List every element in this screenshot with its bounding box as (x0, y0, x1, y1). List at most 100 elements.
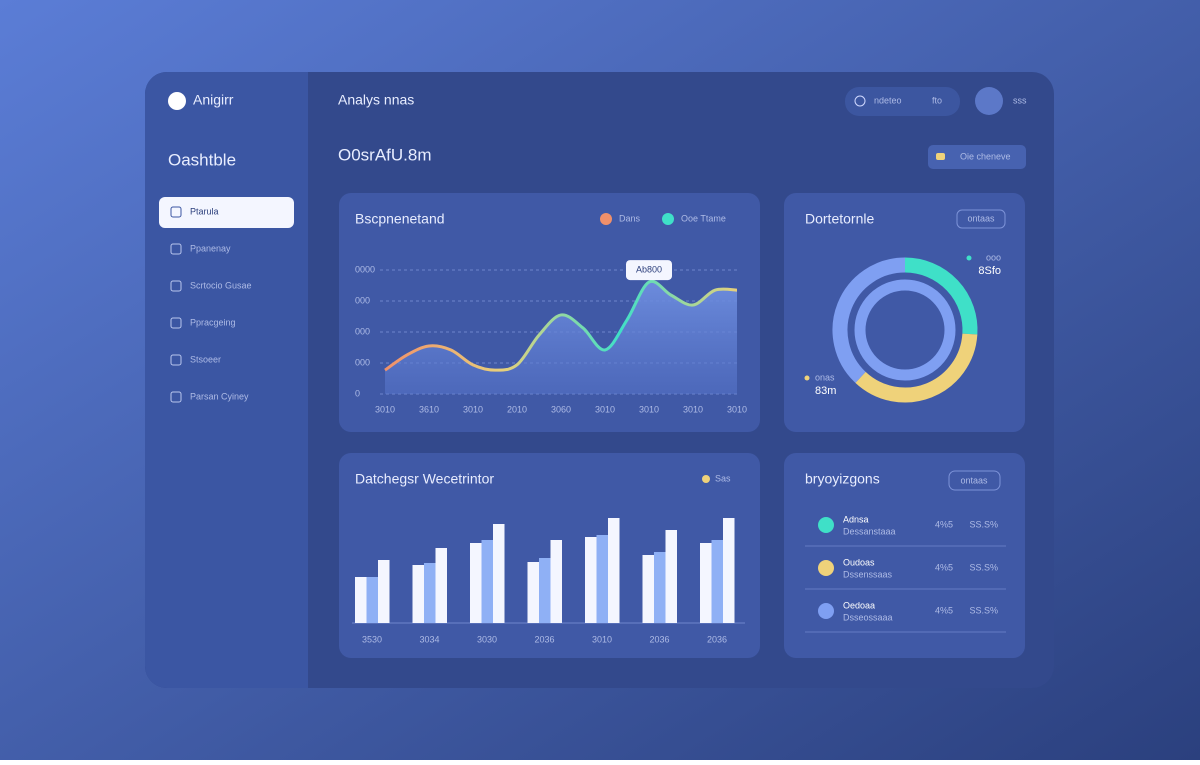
nav-item[interactable]: Ptarula (190, 206, 219, 216)
bar (412, 565, 424, 623)
row-sub: Dsseossaaa (843, 612, 893, 622)
bar (723, 518, 735, 623)
row-name: Oudoas (843, 557, 875, 567)
search-hint: fto (932, 95, 942, 105)
nav-icon (170, 206, 182, 218)
legend-label: Dans (619, 213, 641, 223)
callout (626, 260, 672, 281)
bar (527, 562, 539, 623)
search-text: ndeteo (874, 95, 902, 105)
x-tick-label: 3030 (477, 634, 497, 644)
y-tick-label: 0000 (355, 264, 375, 274)
card (784, 193, 1025, 432)
row-value: SS.S% (969, 519, 998, 529)
header-title: Analys nnas (338, 92, 414, 108)
bar (654, 552, 666, 623)
bar (378, 560, 390, 623)
bar (700, 543, 712, 623)
bar (608, 518, 620, 623)
x-tick-label: 2010 (507, 404, 527, 414)
bar (424, 563, 436, 623)
row-value: 4%5 (935, 519, 953, 529)
nav-icon (170, 243, 182, 255)
card-button[interactable] (956, 209, 1006, 229)
x-tick-label: 3010 (639, 404, 659, 414)
donut-segment (904, 257, 978, 335)
x-tick-label: 3610 (419, 404, 439, 414)
card-button[interactable] (948, 470, 1001, 491)
bar (355, 577, 367, 623)
brand: Anigirr (193, 92, 234, 108)
bar (470, 543, 482, 623)
x-tick-label: 3010 (592, 634, 612, 644)
row-sub: Dssenssaas (843, 569, 893, 579)
avatar[interactable] (975, 87, 1003, 115)
card-title: Dortetornle (805, 211, 874, 227)
page-title: O0srAfU.8m (338, 145, 432, 164)
x-tick-label: 3530 (362, 634, 382, 644)
card-title: bryoyizgons (805, 471, 880, 487)
x-tick-label: 3010 (463, 404, 483, 414)
card-button-text: ontaas (967, 213, 995, 223)
y-tick-label: 000 (355, 357, 370, 367)
bar (539, 558, 551, 623)
donut-segment (855, 333, 978, 403)
nav-icon (170, 317, 182, 329)
user-text: sss (1013, 95, 1027, 105)
nav-icon (170, 354, 182, 366)
legend-label: Ooe Ttame (681, 213, 726, 223)
bar (711, 540, 723, 623)
nav-item[interactable]: Ppracgeing (190, 317, 236, 327)
nav-icon (170, 391, 182, 403)
bar (493, 524, 505, 623)
nav-item[interactable]: Ppanenay (190, 243, 231, 253)
card-button-text: ontaas (960, 475, 988, 485)
x-tick-label: 2036 (649, 634, 669, 644)
bar (665, 530, 677, 623)
donut-inner (854, 279, 956, 381)
search-icon (854, 95, 866, 107)
donut-label-dot (804, 375, 810, 381)
button-icon (936, 153, 945, 160)
bar (481, 540, 493, 623)
donut-label: ooo (986, 252, 1001, 262)
search-box[interactable] (845, 87, 960, 116)
y-tick-label: 000 (355, 295, 370, 305)
row-dot (818, 560, 834, 576)
row-dot (818, 517, 834, 533)
row-sub: Dessanstaaa (843, 526, 896, 536)
donut-label-dot (966, 255, 972, 261)
card (784, 453, 1025, 658)
y-tick-label: 0 (355, 388, 360, 398)
nav-icon (170, 280, 182, 292)
nav-item[interactable]: Parsan Cyiney (190, 391, 249, 401)
nav-item[interactable]: Stsoeer (190, 354, 221, 364)
legend-label: Sas (715, 473, 731, 483)
nav-item[interactable]: Scrtocio Gusae (190, 280, 252, 290)
legend-dot (600, 213, 612, 225)
x-tick-label: 3010 (595, 404, 615, 414)
row-value: 4%5 (935, 562, 953, 572)
card-title: Bscpnenetand (355, 211, 445, 227)
card-title: Datchegsr Wecetrintor (355, 471, 494, 487)
sidebar-section: Oashtble (168, 150, 236, 169)
row-name: Adnsa (843, 514, 869, 524)
donut-segment (832, 257, 906, 383)
x-tick-label: 3010 (727, 404, 747, 414)
x-tick-label: 2036 (707, 634, 727, 644)
row-value: SS.S% (969, 562, 998, 572)
row-name: Oedoaa (843, 600, 875, 610)
row-value: 4%5 (935, 605, 953, 615)
bar (435, 548, 447, 623)
bar (366, 577, 378, 623)
x-tick-label: 2036 (534, 634, 554, 644)
y-tick-label: 000 (355, 326, 370, 336)
row-dot (818, 603, 834, 619)
donut-value: 83m (815, 385, 836, 397)
page-button[interactable] (928, 145, 1026, 169)
donut-value: 8Sfo (978, 265, 1001, 277)
sidebar-active[interactable] (159, 197, 294, 228)
x-tick-label: 3010 (683, 404, 703, 414)
x-tick-label: 3060 (551, 404, 571, 414)
